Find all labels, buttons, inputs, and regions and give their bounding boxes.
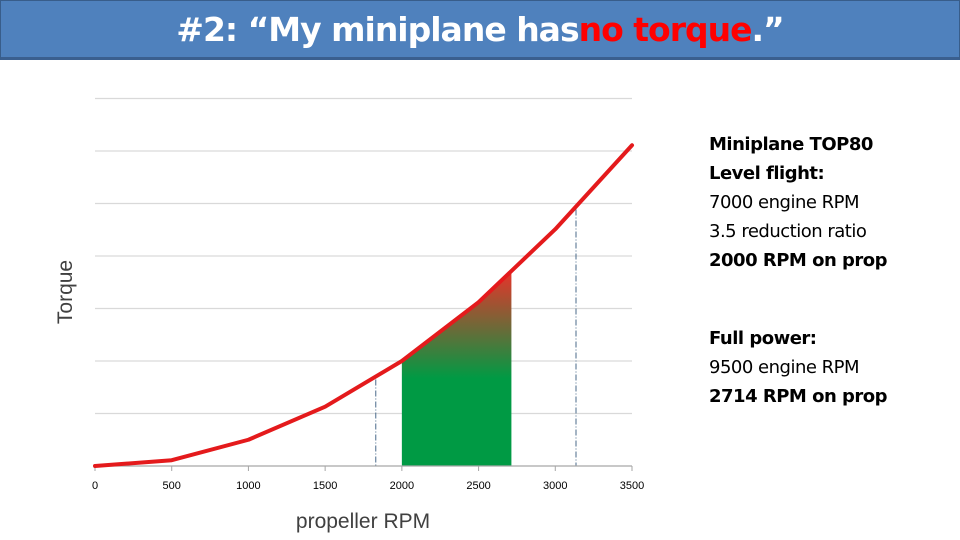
x-axis-label: propeller RPM — [296, 510, 430, 533]
x-tick-label: 2500 — [466, 480, 490, 492]
title-prefix: #2: “My miniplane has — [176, 9, 579, 49]
slide-title: #2: “My miniplane has no torque.” — [0, 0, 960, 60]
x-tick-label: 500 — [163, 480, 181, 492]
reference-dashed-lines — [375, 209, 577, 466]
x-tick-label: 2000 — [390, 480, 414, 492]
x-tick-label: 3500 — [620, 480, 644, 492]
level-prop-rpm: 2000 RPM on prop — [709, 250, 888, 271]
x-tick-label: 1500 — [313, 480, 337, 492]
torque-curve — [93, 143, 634, 468]
full-power-heading: Full power: — [709, 328, 817, 349]
info-panel: Miniplane TOP80 Level flight: 7000 engin… — [709, 130, 949, 411]
x-tick-label: 3000 — [543, 480, 567, 492]
x-tick-label: 1000 — [236, 480, 260, 492]
operating-range-shade — [401, 270, 512, 466]
level-flight-heading: Level flight: — [709, 163, 825, 184]
reduction-ratio: 3.5 reduction ratio — [709, 221, 867, 242]
x-tick-label: 0 — [92, 480, 98, 492]
full-prop-rpm: 2714 RPM on prop — [709, 386, 888, 407]
model-name: Miniplane TOP80 — [709, 134, 873, 155]
x-axis-ticks: 0 500 1000 1500 2000 2500 3000 3500 — [92, 466, 644, 492]
full-engine-rpm: 9500 engine RPM — [709, 357, 860, 378]
gridlines — [95, 97, 632, 415]
title-highlight: no torque — [578, 9, 753, 49]
title-suffix: .” — [751, 9, 784, 49]
level-engine-rpm: 7000 engine RPM — [709, 192, 860, 213]
y-axis-label: Torque — [54, 260, 77, 324]
